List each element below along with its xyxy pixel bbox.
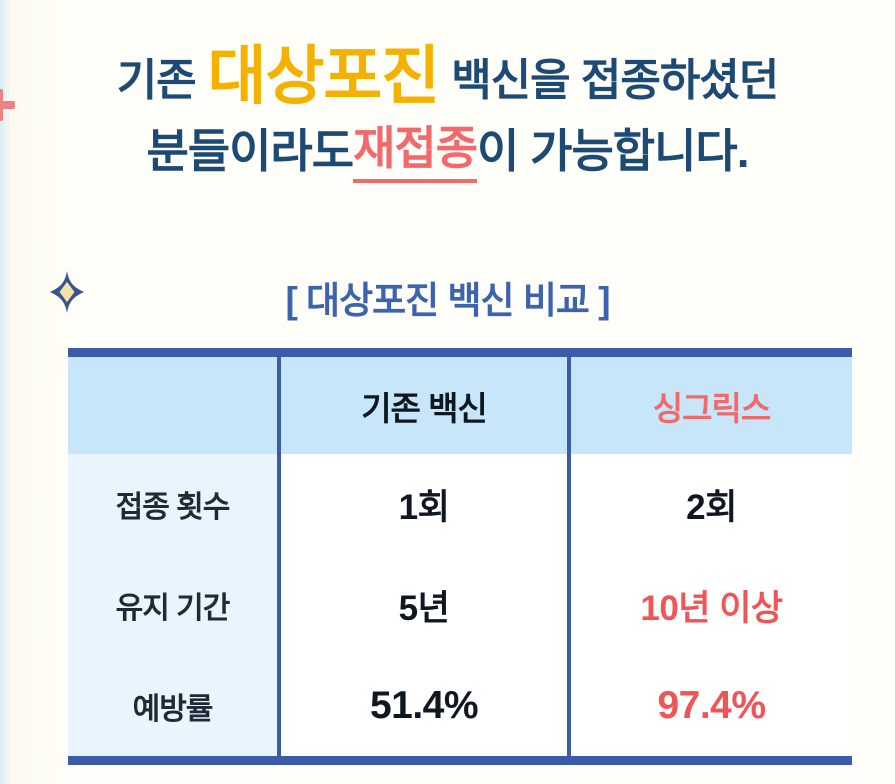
headline-line2-prefix: 분들이라도 — [146, 124, 354, 177]
headline: 기존 대상포진 백신을 접종하셨던 분들이라도 재접종 이 가능합니다. — [0, 44, 895, 183]
table-row-label-doses: 접종 횟수 — [68, 454, 277, 554]
row-label: 예방률 — [132, 693, 214, 726]
table-cell-rate-existing: 51.4% — [277, 656, 567, 756]
headline-suffix: 백신을 접종하셨던 — [451, 56, 779, 105]
headline-line2-suffix: 이 가능합니다. — [477, 124, 749, 177]
sparkle-icon — [48, 270, 86, 314]
column-header-label: 기존 백신 — [361, 389, 488, 427]
table-header-shingrix: 싱그릭스 — [567, 357, 852, 454]
section-title: [ 대상포진 백신 비교 ] — [285, 280, 610, 321]
table-cell-doses-shingrix: 2회 — [567, 454, 852, 554]
cell-value: 1회 — [398, 487, 450, 527]
row-label: 유지 기간 — [115, 592, 231, 625]
table-cell-rate-shingrix: 97.4% — [567, 656, 852, 756]
headline-red-underlined: 재접종 — [353, 112, 478, 183]
cell-value: 51.4% — [369, 684, 479, 727]
table-cell-doses-existing: 1회 — [277, 454, 567, 554]
table-header-empty — [68, 357, 277, 454]
table-header-existing-vaccine: 기존 백신 — [277, 357, 567, 454]
cell-value: 10년 이상 — [640, 588, 783, 628]
table-cell-duration-existing: 5년 — [277, 554, 567, 656]
table-cell-duration-shingrix: 10년 이상 — [567, 554, 852, 656]
headline-gold-highlight: 대상포진 — [207, 40, 441, 112]
headline-prefix: 기존 — [116, 56, 197, 105]
cell-value: 97.4% — [657, 684, 766, 727]
plus-icon-bar — [0, 101, 15, 109]
headline-line-2: 분들이라도 재접종 이 가능합니다. — [0, 112, 895, 183]
table-row-label-duration: 유지 기간 — [68, 554, 277, 656]
cell-value: 5년 — [398, 588, 450, 628]
plus-icon-bar — [0, 89, 3, 121]
column-header-label: 싱그릭스 — [652, 389, 771, 427]
row-label: 접종 횟수 — [115, 491, 231, 524]
table-row-label-prevention-rate: 예방률 — [68, 656, 277, 756]
cell-value: 2회 — [686, 487, 737, 527]
headline-line-1: 기존 대상포진 백신을 접종하셨던 — [0, 44, 895, 108]
plus-icon — [0, 89, 15, 121]
vaccine-comparison-table: 기존 백신 싱그릭스 접종 횟수 1회 2회 유지 기간 5년 10년 이상 예… — [68, 348, 852, 765]
